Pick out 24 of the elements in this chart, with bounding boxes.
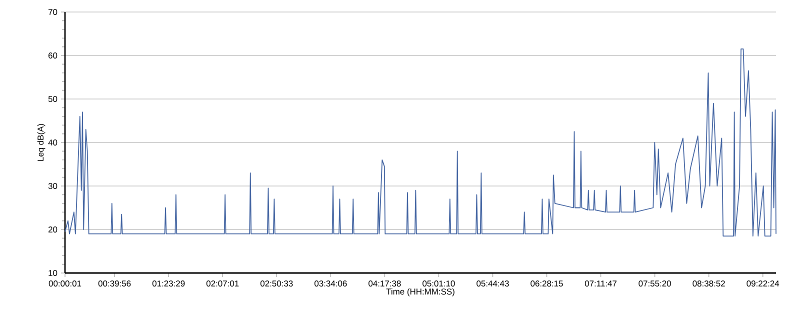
x-tick-label: 05:44:43 — [476, 280, 509, 287]
x-axis-title: Time (HH:MM:SS) — [386, 288, 454, 296]
x-tick-label: 02:50:33 — [260, 280, 293, 287]
x-tick-label: 05:01:10 — [422, 280, 455, 287]
x-tick-label: 00:00:01 — [48, 280, 82, 287]
y-tick-label: 40 — [48, 140, 58, 146]
x-tick-label: 07:11:47 — [584, 280, 617, 287]
x-tick-label: 00:39:56 — [98, 280, 131, 287]
y-tick-label: 30 — [48, 183, 58, 189]
line-series — [64, 48, 776, 236]
y-tick-label: 60 — [48, 52, 58, 58]
x-tick-label: 04:17:38 — [368, 280, 401, 287]
y-tick-label: 10 — [48, 270, 58, 276]
y-tick-label: 50 — [48, 96, 58, 102]
x-tick-label: 01:23:29 — [152, 280, 185, 287]
x-tick-label: 03:34:06 — [314, 280, 347, 287]
x-tick-label: 08:38:52 — [692, 280, 725, 287]
x-tick-label: 09:22:24 — [746, 280, 780, 287]
y-axis-title: Leq dB(A) — [37, 124, 46, 161]
y-tick-label: 70 — [48, 9, 58, 15]
x-tick-label: 06:28:15 — [530, 280, 563, 287]
x-tick-label: 02:07:01 — [206, 280, 239, 287]
y-tick-label: 20 — [48, 226, 58, 232]
x-tick-label: 07:55:20 — [638, 280, 671, 287]
